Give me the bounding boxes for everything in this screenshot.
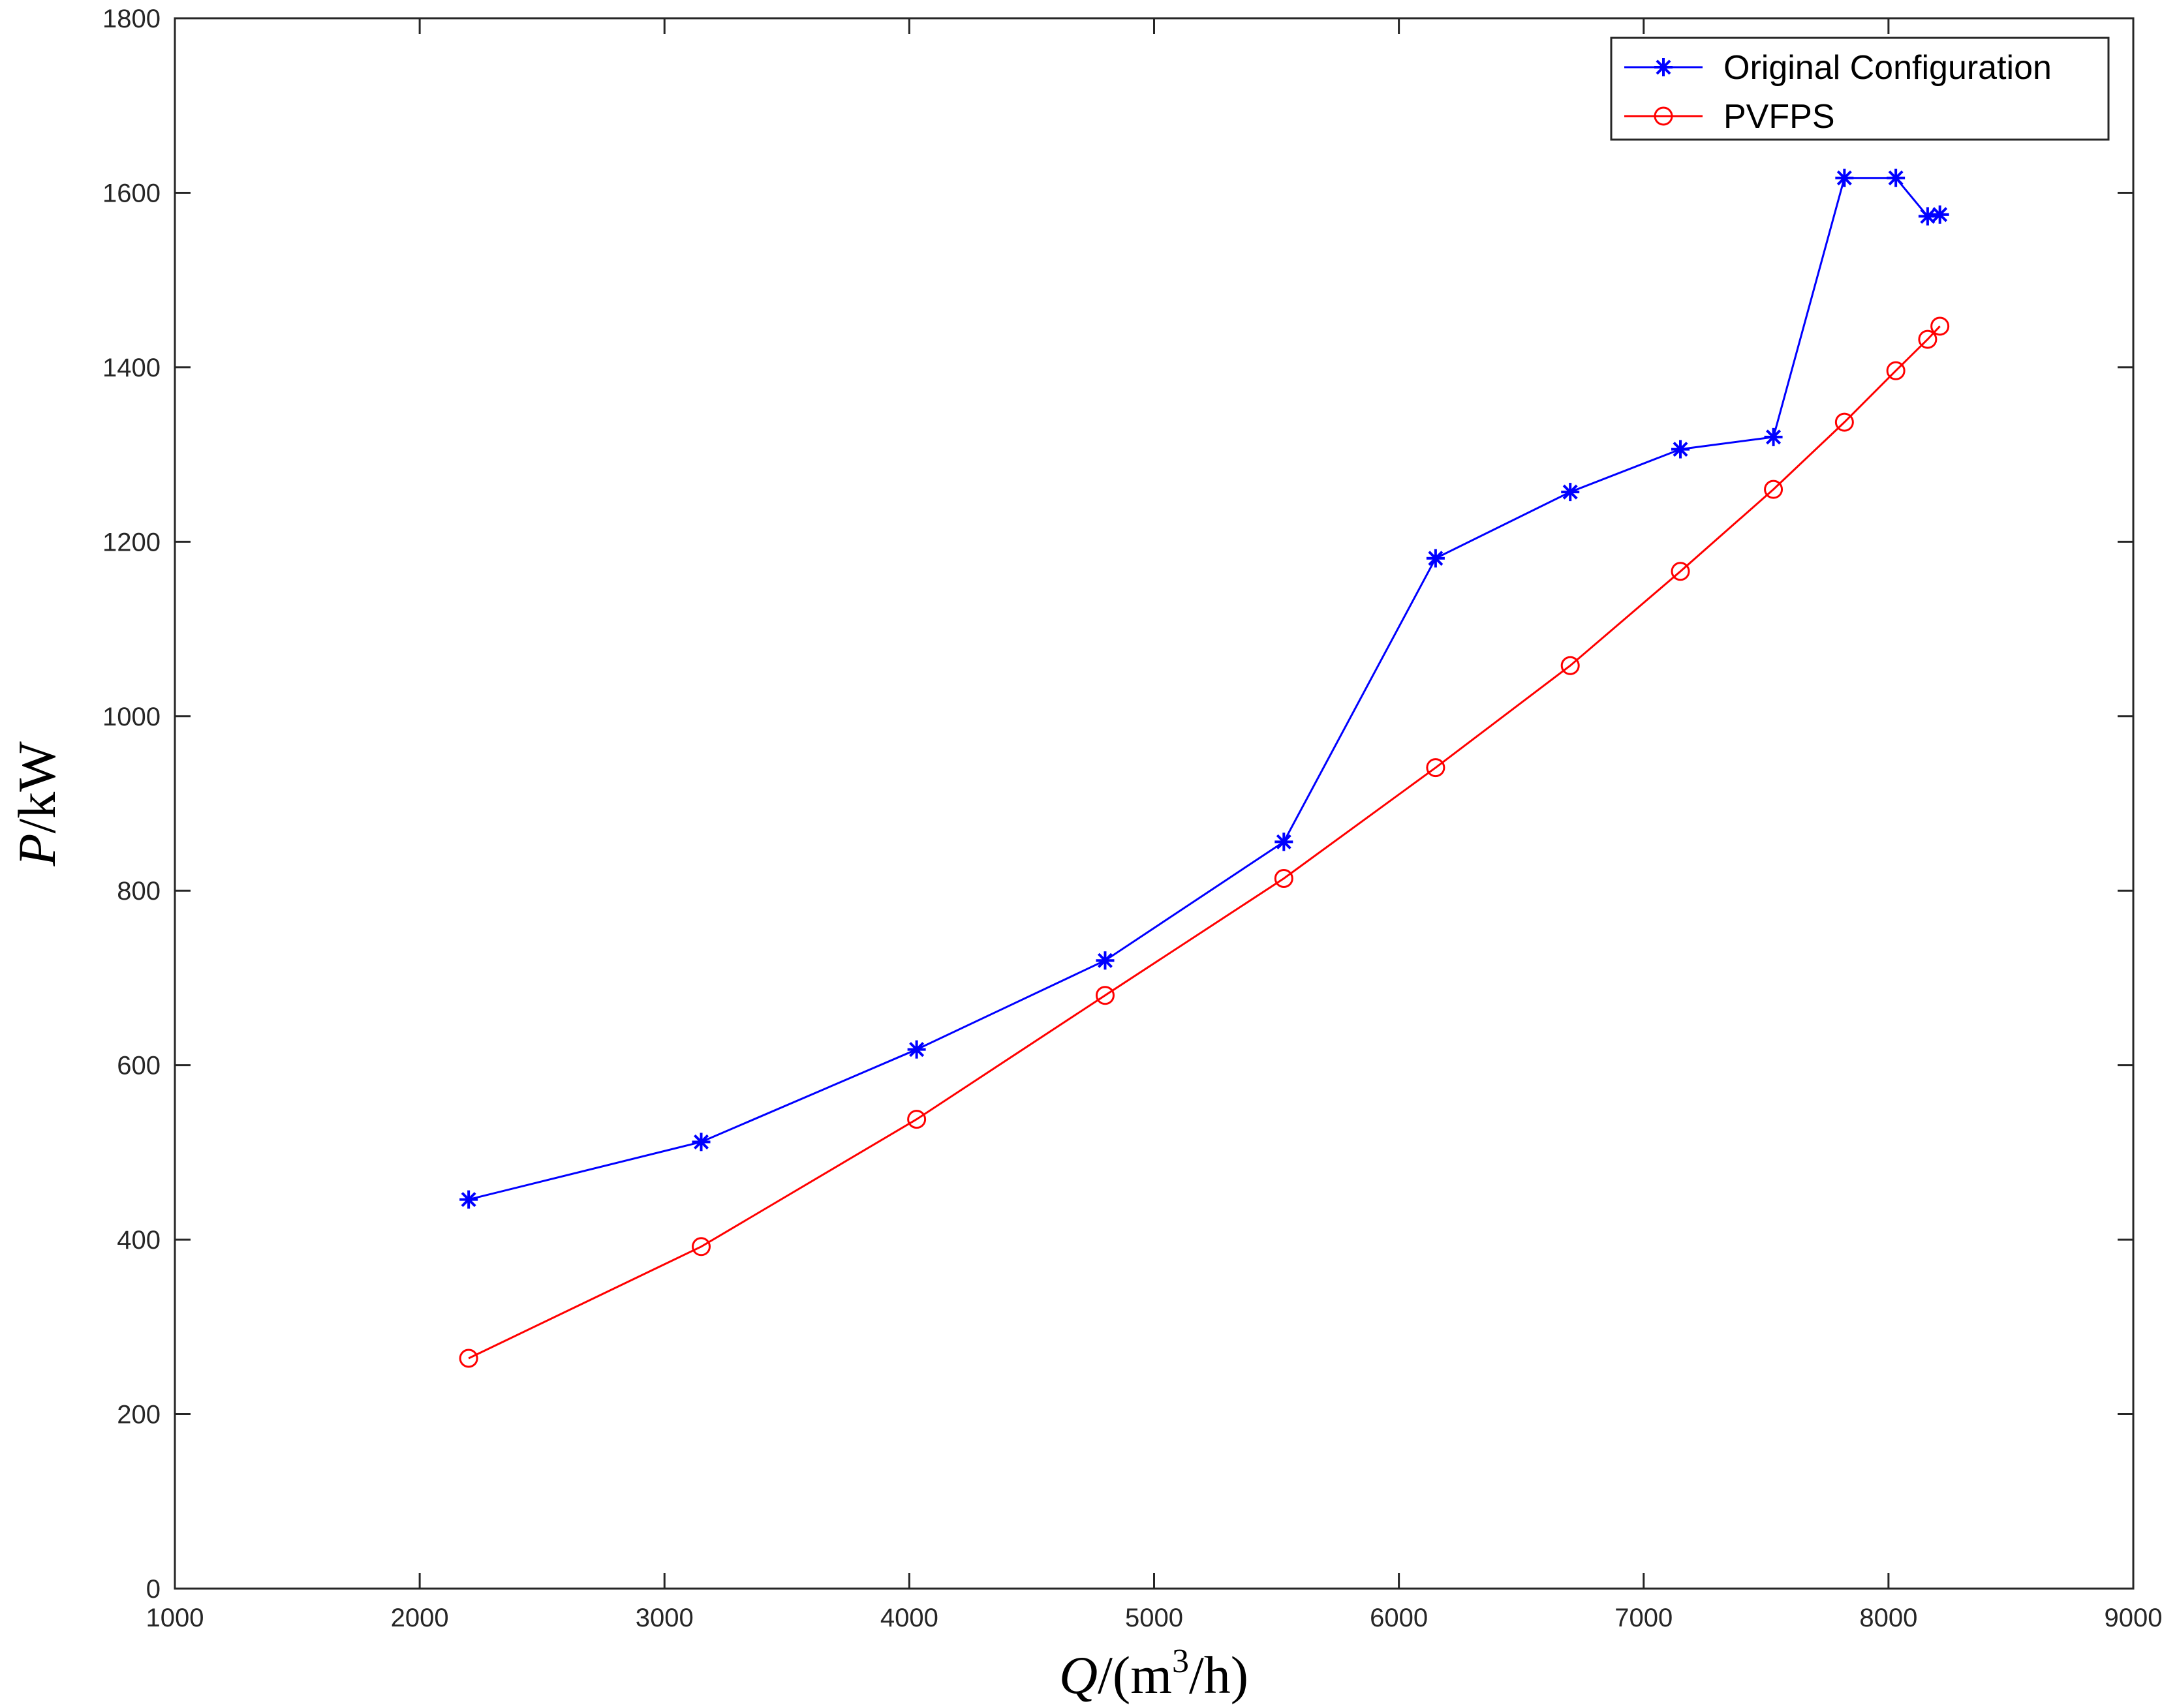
marker-stroke bbox=[461, 1192, 476, 1208]
data-point-pvfps bbox=[1930, 316, 1950, 336]
x-axis-unit-superscript: 3 bbox=[1172, 1643, 1189, 1680]
series-line-pvfps bbox=[468, 326, 1941, 1360]
data-point-original bbox=[1835, 168, 1854, 187]
marker-stroke bbox=[1656, 59, 1671, 75]
data-point-pvfps bbox=[1274, 869, 1293, 889]
data-point-original bbox=[1887, 168, 1906, 187]
marker-stroke bbox=[909, 1042, 925, 1058]
axis-ticks: 1000 2000 3000 4000 5000 6000 7000 8000 9000 0 200… bbox=[102, 5, 2162, 1632]
data-point-original bbox=[907, 1040, 926, 1059]
data-point-pvfps bbox=[1426, 758, 1445, 778]
y-tick-label: 1200 bbox=[102, 528, 161, 557]
legend-marker-symbol bbox=[1654, 106, 1673, 126]
legend-box bbox=[1610, 37, 2110, 141]
y-tick-label: 1400 bbox=[102, 354, 161, 382]
x-tick-label: 7000 bbox=[1614, 1604, 1673, 1632]
marker-stroke bbox=[1562, 484, 1578, 500]
marker-stroke bbox=[1836, 170, 1852, 186]
y-tick-label: 1000 bbox=[102, 703, 161, 731]
x-tick-label: 6000 bbox=[1370, 1604, 1428, 1632]
marker-stroke bbox=[1097, 953, 1113, 968]
legend-label-pvfps: PVFPS bbox=[1723, 98, 1835, 136]
data-point-original bbox=[1426, 549, 1445, 568]
data-point-original bbox=[1274, 832, 1293, 851]
data-point-pvfps bbox=[907, 1110, 927, 1129]
plot-frame bbox=[174, 17, 2135, 1590]
data-point-pvfps bbox=[1560, 656, 1580, 675]
y-tick-label: 600 bbox=[117, 1052, 161, 1080]
x-axis-unit-suffix: /h) bbox=[1189, 1645, 1248, 1705]
x-tick-label: 1000 bbox=[146, 1604, 204, 1632]
x-tick-label: 2000 bbox=[391, 1604, 449, 1632]
data-point-original bbox=[459, 1190, 478, 1209]
y-tick-label: 800 bbox=[117, 877, 161, 906]
legend-marker-pvfps bbox=[1654, 106, 1673, 126]
data-point-original bbox=[1930, 205, 1949, 224]
marker-stroke bbox=[1428, 551, 1444, 566]
y-tick-label: 1800 bbox=[102, 5, 161, 33]
data-point-original bbox=[1764, 427, 1783, 446]
data-point-original bbox=[1918, 207, 1937, 226]
data-point-pvfps bbox=[1918, 329, 1938, 349]
legend: Original Configuration PVFPS bbox=[1610, 37, 2110, 141]
x-axis-unit-prefix: /(m bbox=[1098, 1645, 1172, 1705]
x-tick-label: 4000 bbox=[880, 1604, 938, 1632]
data-point-pvfps bbox=[1764, 480, 1783, 499]
data-point-pvfps bbox=[692, 1237, 711, 1257]
data-point-pvfps bbox=[1834, 412, 1854, 432]
marker-stroke bbox=[1888, 170, 1904, 186]
y-axis-variable: P bbox=[7, 834, 67, 867]
data-point-original bbox=[1096, 951, 1115, 970]
y-axis-title: P/kW bbox=[7, 741, 67, 867]
x-tick-label: 8000 bbox=[1859, 1604, 1917, 1632]
y-tick-label: 1600 bbox=[102, 179, 161, 207]
x-axis-variable: Q bbox=[1059, 1645, 1098, 1705]
legend-marker-original bbox=[1654, 58, 1673, 76]
x-tick-label: 9000 bbox=[2105, 1604, 2163, 1632]
data-point-pvfps bbox=[1886, 361, 1906, 380]
marker-stroke bbox=[1766, 429, 1782, 445]
data-point-original bbox=[1561, 483, 1580, 502]
y-tick-label: 0 bbox=[146, 1575, 161, 1604]
data-point-original bbox=[1671, 440, 1690, 459]
x-tick-label: 5000 bbox=[1125, 1604, 1183, 1632]
marker-stroke bbox=[1932, 207, 1948, 222]
legend-marker-symbol bbox=[1654, 58, 1673, 76]
marker-stroke bbox=[694, 1134, 709, 1150]
legend-label-original: Original Configuration bbox=[1723, 49, 2052, 87]
data-point-pvfps bbox=[1095, 986, 1115, 1005]
x-tick-label: 3000 bbox=[636, 1604, 694, 1632]
series-layer bbox=[459, 168, 1950, 1368]
y-axis-unit: /kW bbox=[7, 741, 67, 834]
marker-stroke bbox=[1276, 834, 1291, 849]
x-axis-title: Q/(m3/h) bbox=[1059, 1643, 1248, 1705]
plot-area bbox=[175, 18, 2133, 1589]
y-tick-label: 200 bbox=[117, 1401, 161, 1429]
data-point-pvfps bbox=[1671, 562, 1690, 581]
data-point-original bbox=[692, 1133, 711, 1151]
data-point-pvfps bbox=[459, 1349, 478, 1368]
marker-stroke bbox=[1673, 442, 1688, 457]
marker-stroke bbox=[1920, 209, 1936, 224]
y-tick-label: 400 bbox=[117, 1226, 161, 1255]
